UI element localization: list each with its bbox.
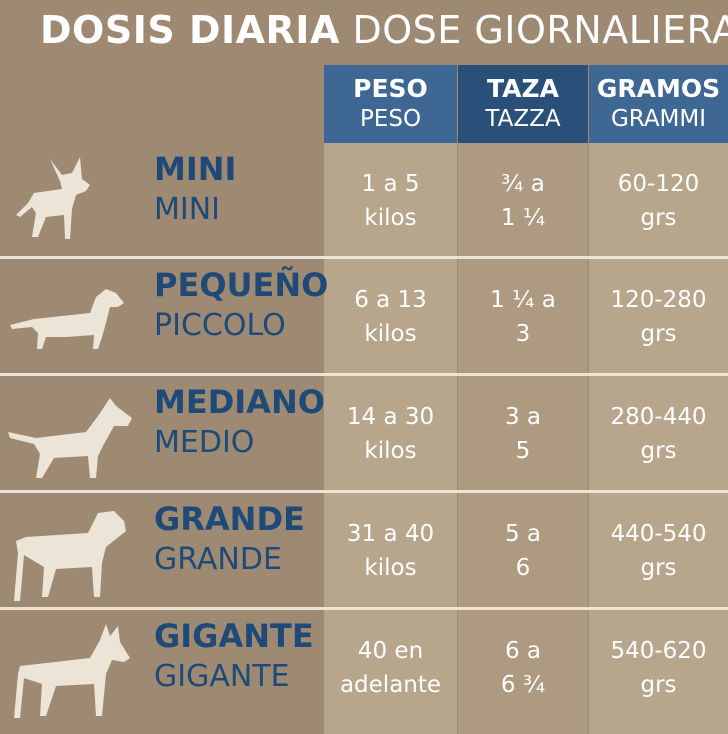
header-taza-es: TAZA — [487, 74, 559, 103]
table-row-mini: MINI MINI 1 a 5 kilos ¾ a 1 ¼ 60-120 grs — [0, 143, 728, 259]
taza-cell: ¾ a 1 ¼ — [458, 143, 588, 259]
row-separator — [0, 256, 728, 259]
taza-line-2: 6 ¾ — [500, 672, 546, 698]
peso-cell: 40 en adelante — [324, 610, 457, 726]
size-it: MINI — [154, 192, 221, 227]
taza-line-2: 1 ¼ — [500, 205, 546, 231]
taza-line-1: ¾ a — [501, 171, 545, 197]
peso-line-2: kilos — [364, 438, 417, 464]
peso-cell: 6 a 13 kilos — [324, 259, 457, 375]
gramos-cell: 280-440 grs — [589, 376, 728, 492]
gramos-line-1: 120-280 — [610, 287, 707, 313]
taza-line-1: 3 a — [504, 404, 542, 430]
taza-cell: 5 a 6 — [458, 493, 588, 609]
gramos-cell: 540-620 grs — [589, 610, 728, 726]
size-it: GIGANTE — [154, 659, 290, 694]
gramos-cell: 60-120 grs — [589, 143, 728, 259]
size-it: PICCOLO — [154, 308, 286, 343]
header-peso-es: PESO — [353, 74, 428, 103]
header-taza: TAZA TAZZA — [458, 65, 588, 143]
header-gramos-es: GRAMOS — [596, 74, 721, 103]
taza-cell: 1 ¼ a 3 — [458, 259, 588, 375]
header-peso: PESO PESO — [324, 65, 457, 143]
taza-line-2: 3 — [515, 321, 531, 347]
size-label: MINI MINI — [154, 149, 324, 231]
size-es: GRANDE — [154, 500, 305, 538]
peso-line-2: kilos — [364, 555, 417, 581]
table-row-grande: GRANDE GRANDE 31 a 40 kilos 5 a 6 440-54… — [0, 493, 728, 609]
row-separator — [0, 607, 728, 610]
row-separator — [0, 490, 728, 493]
size-label: MEDIANO MEDIO — [154, 382, 325, 464]
gramos-line-2: grs — [640, 555, 677, 581]
doberman-icon — [6, 618, 134, 718]
header-gramos: GRAMOS GRAMMI — [589, 65, 728, 143]
gramos-line-2: grs — [640, 672, 677, 698]
peso-cell: 31 a 40 kilos — [324, 493, 457, 609]
peso-line-1: 40 en — [357, 638, 424, 664]
size-es: MEDIANO — [154, 383, 325, 421]
taza-line-1: 6 a — [504, 638, 542, 664]
size-es: PEQUEÑO — [154, 266, 329, 304]
peso-line-1: 1 a 5 — [361, 171, 420, 197]
gramos-line-2: grs — [640, 438, 677, 464]
rottweiler-icon — [6, 501, 134, 601]
taza-line-1: 5 a — [504, 521, 542, 547]
peso-line-2: adelante — [339, 672, 442, 698]
peso-line-2: kilos — [364, 205, 417, 231]
size-es: GIGANTE — [154, 617, 314, 655]
header-peso-it: PESO — [359, 106, 422, 132]
peso-line-1: 14 a 30 — [346, 404, 435, 430]
dachshund-icon — [6, 267, 134, 367]
size-label: GRANDE GRANDE — [154, 499, 324, 581]
taza-line-2: 5 — [515, 438, 531, 464]
table-row-gigante: GIGANTE GIGANTE 40 en adelante 6 a 6 ¾ 5… — [0, 610, 728, 726]
size-label: GIGANTE GIGANTE — [154, 616, 324, 698]
title-italian: DOSE GIORNALIERA — [352, 8, 728, 52]
taza-cell: 3 a 5 — [458, 376, 588, 492]
gramos-cell: 120-280 grs — [589, 259, 728, 375]
bull-terrier-icon — [6, 384, 134, 484]
taza-cell: 6 a 6 ¾ — [458, 610, 588, 726]
gramos-line-1: 540-620 — [610, 638, 707, 664]
peso-line-1: 6 a 13 — [354, 287, 427, 313]
gramos-cell: 440-540 grs — [589, 493, 728, 609]
peso-line-1: 31 a 40 — [346, 521, 435, 547]
gramos-line-1: 280-440 — [610, 404, 707, 430]
size-es: MINI — [154, 150, 237, 188]
size-it: GRANDE — [154, 542, 282, 577]
page-title: DOSIS DIARIA DOSE GIORNALIERA — [40, 8, 728, 52]
size-it: MEDIO — [154, 425, 255, 460]
table-row-mediano: MEDIANO MEDIO 14 a 30 kilos 3 a 5 280-44… — [0, 376, 728, 492]
peso-line-2: kilos — [364, 321, 417, 347]
peso-column-bg — [324, 65, 457, 734]
row-separator — [0, 373, 728, 376]
header-gramos-it: GRAMMI — [610, 106, 707, 132]
gramos-column-bg — [589, 65, 728, 734]
taza-line-1: 1 ¼ a — [490, 287, 556, 313]
peso-cell: 14 a 30 kilos — [324, 376, 457, 492]
gramos-line-2: grs — [640, 205, 677, 231]
taza-line-2: 6 — [515, 555, 531, 581]
taza-column-bg — [458, 65, 588, 734]
gramos-line-1: 440-540 — [610, 521, 707, 547]
size-label: PEQUEÑO PICCOLO — [154, 265, 329, 347]
gramos-line-1: 60-120 — [617, 171, 700, 197]
header-taza-it: TAZZA — [485, 106, 561, 132]
title-spanish: DOSIS DIARIA — [40, 8, 340, 52]
peso-cell: 1 a 5 kilos — [324, 143, 457, 259]
chihuahua-icon — [6, 151, 134, 251]
gramos-line-2: grs — [640, 321, 677, 347]
table-row-pequeno: PEQUEÑO PICCOLO 6 a 13 kilos 1 ¼ a 3 120… — [0, 259, 728, 375]
